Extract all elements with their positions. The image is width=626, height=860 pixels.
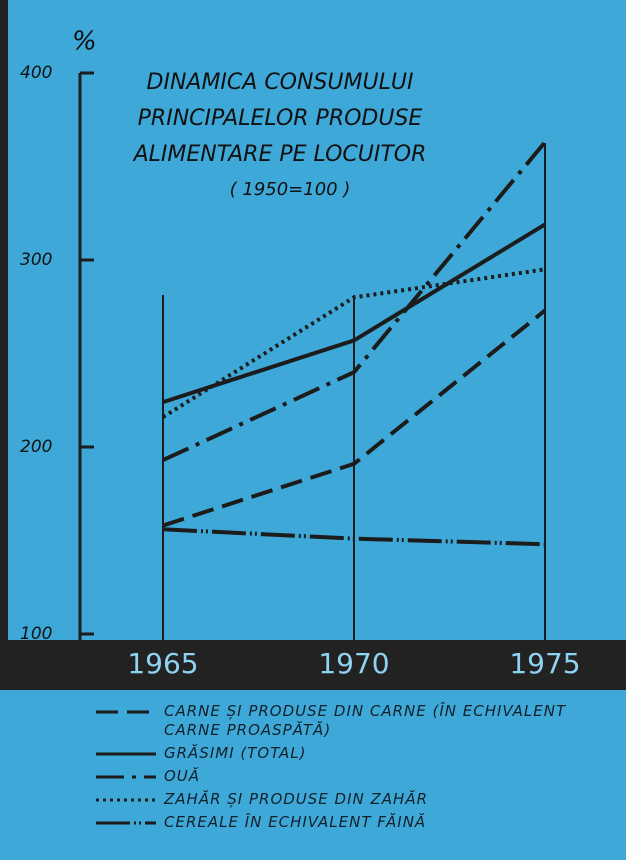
legend-label: OUĂ [164,767,201,785]
chart-title: PRINCIPALELOR PRODUSE [138,106,423,131]
legend: CARNE ȘI PRODUSE DIN CARNE (ÎN ECHIVALEN… [96,702,616,836]
line-series [162,527,546,547]
line-series [162,222,547,405]
legend-item: ZAHĂR ȘI PRODUSE DIN ZAHĂR [96,790,616,809]
line-series [161,267,546,419]
x-tick-label: 1965 [127,647,198,680]
legend-label: CARNE ȘI PRODUSE DIN CARNE (ÎN ECHIVALEN… [164,702,567,739]
line-series [162,140,547,462]
legend-swatch [96,752,156,756]
legend-label: ZAHĂR ȘI PRODUSE DIN ZAHĂR [164,790,429,808]
legend-item: OUĂ [96,767,616,786]
y-tick-label: 300 [20,250,52,270]
legend-item: CARNE ȘI PRODUSE DIN CARNE (ÎN ECHIVALEN… [96,702,616,740]
chart-title: ALIMENTARE PE LOCUITOR [132,142,427,167]
line-series [162,308,547,528]
y-tick-label: 400 [20,63,52,83]
chart-title: DINAMICA CONSUMULUI [147,70,414,95]
legend-item: GRĂSIMI (TOTAL) [96,744,616,763]
legend-label: GRĂSIMI (TOTAL) [164,744,307,762]
legend-swatch [96,798,156,802]
legend-item: CEREALE ÎN ECHIVALENT FĂINĂ [96,813,616,832]
legend-label: CEREALE ÎN ECHIVALENT FĂINĂ [164,813,427,831]
x-tick-label: 1970 [318,647,389,680]
left-edge [0,0,8,690]
y-tick-label: 100 [20,624,52,644]
x-tick-label: 1975 [509,647,580,680]
legend-swatch [96,710,156,714]
chart: % 100 200 300 400 1965 1970 1975 DINAMICA CONSU… [0,0,626,690]
y-tick-label: 200 [20,437,52,457]
legend-swatch [96,775,156,779]
chart-subtitle: ( 1950=100 ) [230,179,351,200]
y-axis-label: % [72,27,97,57]
legend-swatch [96,821,156,825]
x-band [0,640,626,690]
